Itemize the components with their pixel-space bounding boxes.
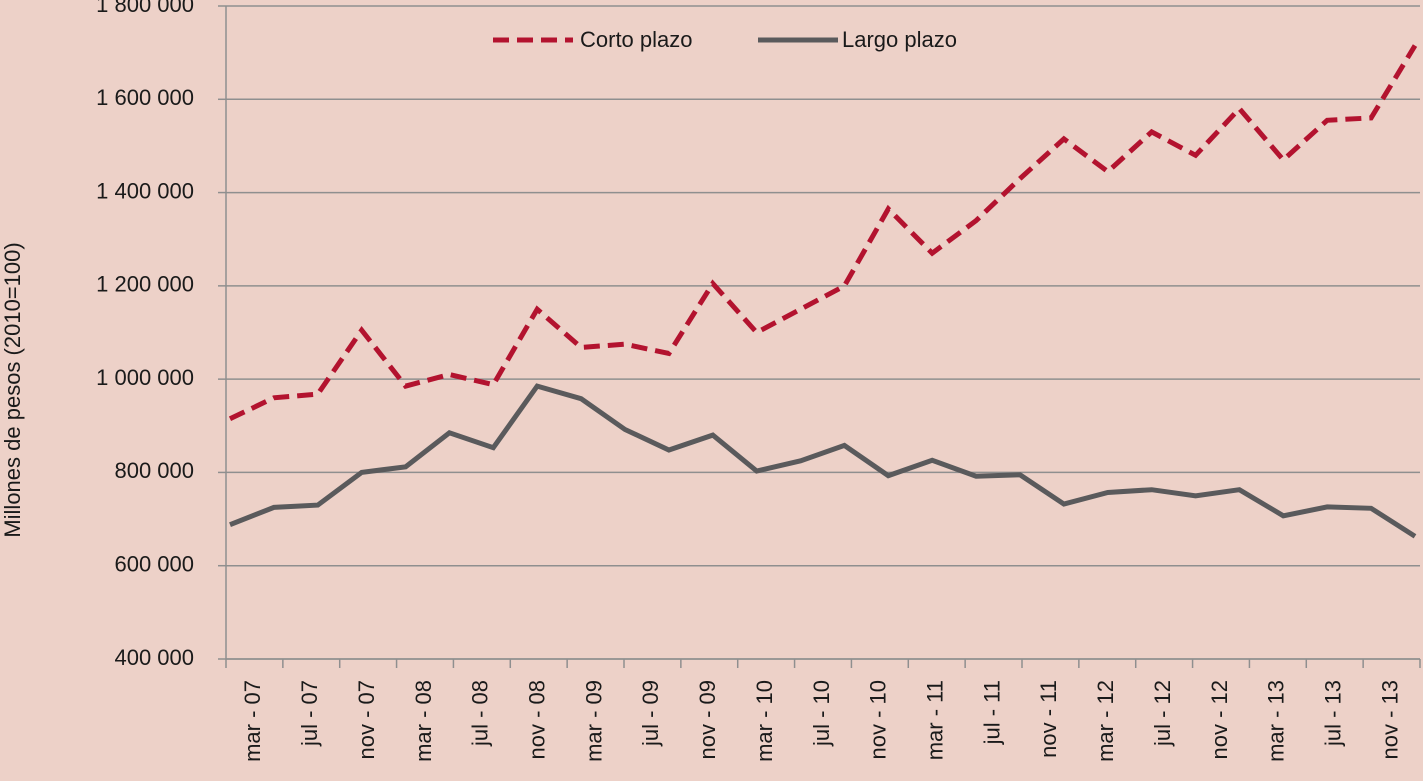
x-tick-label: nov - 08 <box>525 680 550 760</box>
line-series <box>228 44 1418 422</box>
legend-label: Largo plazo <box>842 27 957 52</box>
x-tick-label: jul - 13 <box>1321 680 1346 747</box>
y-tick-label: 1 200 000 <box>96 272 194 297</box>
x-tick-label: jul - 07 <box>297 680 322 747</box>
line-series <box>229 383 1417 539</box>
x-tick-label: nov - 09 <box>695 680 720 760</box>
x-tick-label: mar - 08 <box>411 680 436 762</box>
y-tick-label: 1 600 000 <box>96 85 194 110</box>
y-tick-label: 1 400 000 <box>96 178 194 203</box>
x-tick-label: mar - 10 <box>752 680 777 762</box>
x-tick-label: mar - 07 <box>240 680 265 762</box>
x-tick-label: jul - 12 <box>1150 680 1175 747</box>
x-tick-label: nov - 10 <box>866 680 891 760</box>
y-tick-label: 1 000 000 <box>96 365 194 390</box>
x-tick-label: mar - 11 <box>923 680 948 760</box>
x-tick-label: jul - 10 <box>809 680 834 747</box>
x-tick-label: mar - 12 <box>1093 680 1118 762</box>
y-axis-label: Millones de pesos (2010=100) <box>0 242 25 537</box>
y-tick-label: 400 000 <box>114 645 194 670</box>
y-tick-label: 800 000 <box>114 458 194 483</box>
x-tick-label: nov - 11 <box>1036 680 1061 758</box>
x-tick-label: jul - 08 <box>468 680 493 747</box>
x-tick-label: jul - 11 <box>979 680 1004 745</box>
x-tick-label: nov - 13 <box>1377 680 1402 760</box>
x-tick-label: nov - 07 <box>354 680 379 760</box>
x-tick-label: jul - 09 <box>638 680 663 747</box>
y-tick-label: 600 000 <box>114 552 194 577</box>
y-tick-label: 1 800 000 <box>96 0 194 17</box>
x-tick-label: nov - 12 <box>1207 680 1232 760</box>
legend-label: Corto plazo <box>580 27 693 52</box>
x-tick-label: mar - 13 <box>1264 680 1289 762</box>
x-tick-label: mar - 09 <box>581 680 606 762</box>
